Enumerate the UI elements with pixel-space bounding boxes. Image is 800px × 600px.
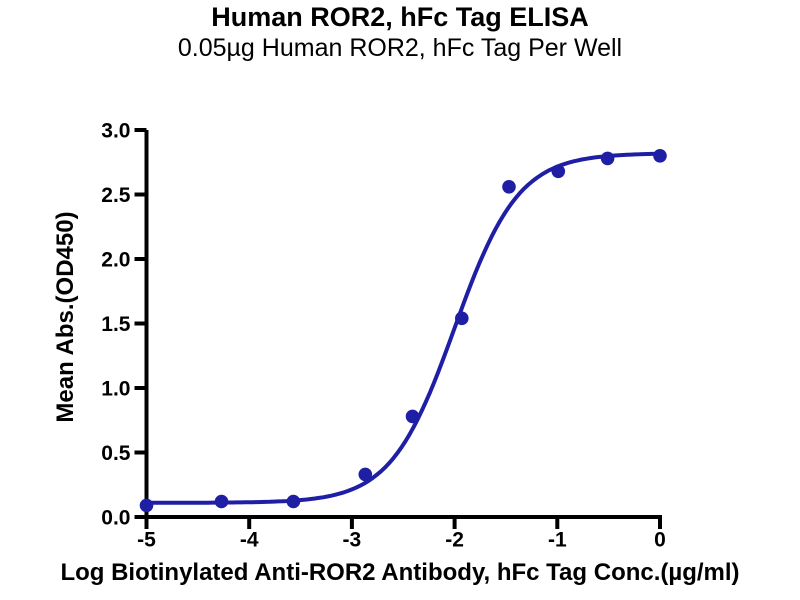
x-tick-label: -2 (445, 528, 464, 551)
data-point (600, 151, 615, 166)
y-tick-label: 0.0 (101, 507, 130, 530)
chart-title: Human ROR2, hFc Tag ELISA (211, 2, 589, 32)
x-tick-label: -1 (548, 528, 567, 551)
y-tick-label: 1.5 (101, 313, 131, 336)
chart-subtitle: 0.05µg Human ROR2, hFc Tag Per Well (177, 34, 623, 62)
data-point (551, 164, 566, 179)
x-tick-label: -3 (343, 528, 362, 551)
data-point (139, 498, 154, 513)
y-tick-label: 1.0 (101, 378, 130, 401)
data-point (358, 467, 373, 482)
data-point (214, 494, 229, 509)
y-tick-label: 0.5 (101, 442, 131, 465)
x-tick-label: -5 (137, 528, 156, 551)
data-point (405, 409, 420, 424)
y-tick-label: 3.0 (101, 120, 130, 143)
data-point (455, 311, 469, 326)
fit-curve (144, 151, 662, 505)
x-tick-label: -4 (240, 528, 259, 551)
data-point (286, 494, 301, 509)
axis-lines (144, 130, 662, 519)
y-tick-label: 2.5 (101, 184, 131, 207)
y-tick-label: 2.0 (101, 249, 130, 272)
data-point (502, 180, 516, 194)
data-point (653, 149, 667, 163)
x-axis-label: Log Biotinylated Anti-ROR2 Antibody, hFc… (60, 559, 740, 586)
x-tick-label: 0 (654, 528, 666, 551)
